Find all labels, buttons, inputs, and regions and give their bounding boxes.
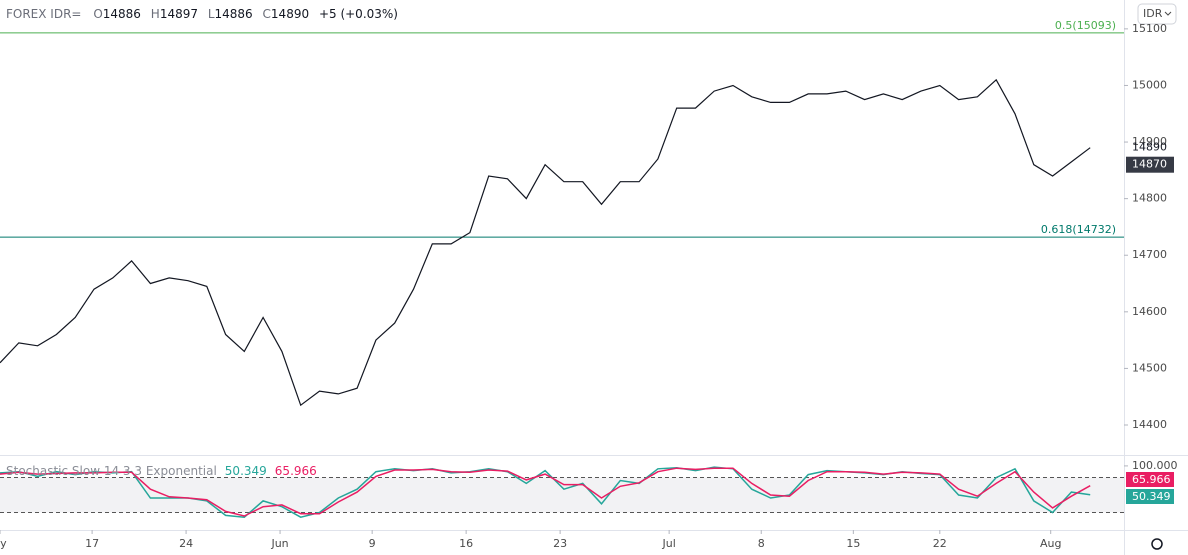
x-tick-label: 15 (846, 537, 860, 550)
ohlc-value: 14890 (271, 7, 309, 21)
x-tick-label: Aug (1040, 537, 1061, 550)
y-tick-label: 14500 (1132, 361, 1167, 374)
settings-icon[interactable] (1151, 538, 1163, 550)
value-box-label: 50.349 (1132, 490, 1171, 503)
series-line (0, 467, 1091, 517)
x-tick-label: Jun (270, 537, 288, 550)
x-tick-label: 24 (179, 537, 193, 550)
y-tick-label: 14800 (1132, 192, 1167, 205)
x-tick-label: 8 (758, 537, 765, 550)
fib-label: 0.618(14732) (1041, 223, 1116, 236)
price-box (1126, 156, 1174, 173)
ohlc-label: H (151, 7, 160, 21)
indicator-legend: Stochastic Slow 14 3 3 Exponential 50.349… (6, 464, 317, 478)
currency-button[interactable] (1137, 3, 1177, 25)
value-box (1126, 472, 1174, 487)
ohlc-value: 14886 (215, 7, 253, 21)
fib-label: 0.5(15093) (1055, 19, 1116, 32)
y-tick-label: 15100 (1132, 22, 1167, 35)
indicator-value: 65.966 (275, 464, 317, 478)
y-tick-label: 15000 (1132, 78, 1167, 91)
indicator-title: Stochastic Slow 14 3 3 Exponential (6, 464, 217, 478)
indicator-value: 50.349 (225, 464, 267, 478)
y-tick-label: 14400 (1132, 418, 1167, 431)
last-price-label: 14890 (1132, 141, 1167, 154)
change: +5 (+0.03%) (319, 7, 398, 21)
value-box-label: 65.966 (1132, 473, 1171, 486)
x-tick-label: 9 (369, 537, 376, 550)
x-tick-label: 16 (459, 537, 473, 550)
price-box-label: 14870 (1132, 158, 1167, 171)
ohlc-label: O (93, 7, 102, 21)
x-tick-label: 23 (553, 537, 567, 550)
chevron-icon (1164, 11, 1172, 16)
x-tick-label: Jul (661, 537, 675, 550)
y-tick-label: 100.000 (1132, 459, 1178, 472)
x-tick-label: 17 (85, 537, 99, 550)
ohlc-label: L (208, 7, 215, 21)
ohlc-value: 14897 (160, 7, 198, 21)
ohlc-label: C (263, 7, 271, 21)
y-tick-label: 14600 (1132, 305, 1167, 318)
y-tick-label: 14900 (1132, 135, 1167, 148)
value-box (1126, 489, 1174, 504)
ohlc-value: 14886 (103, 7, 141, 21)
header: FOREX IDR= O14886 H14897 L14886 C14890 +… (6, 7, 398, 21)
series-line (0, 78, 1091, 407)
x-tick-label: 22 (933, 537, 947, 550)
symbol-title: FOREX IDR= (6, 7, 81, 21)
y-tick-label: 14700 (1132, 248, 1167, 261)
x-tick-label: ay (0, 537, 7, 550)
currency-button-label[interactable]: IDR (1143, 7, 1163, 20)
